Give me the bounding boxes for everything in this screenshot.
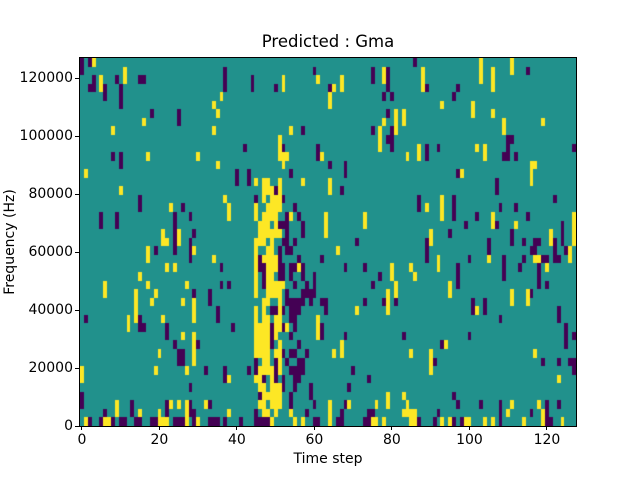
x-tick-label: 80 (383, 432, 401, 448)
x-tick-mark (236, 426, 238, 430)
y-tick-mark (75, 135, 79, 137)
x-tick-mark (391, 426, 393, 430)
y-tick-mark (75, 77, 79, 79)
x-tick-mark (313, 426, 315, 430)
x-tick-label: 20 (150, 432, 169, 448)
plot-area (79, 57, 577, 427)
y-tick-label: 120000 (19, 70, 73, 87)
y-tick-label: 80000 (28, 186, 73, 203)
y-tick-label: 20000 (28, 360, 73, 377)
heatmap-canvas (80, 58, 576, 426)
y-tick-mark (75, 251, 79, 253)
chart-title: Predicted : Gma (261, 32, 395, 51)
y-tick-mark (75, 193, 79, 195)
y-tick-mark (75, 309, 79, 311)
y-tick-label: 60000 (28, 244, 73, 261)
x-tick-label: 60 (305, 432, 324, 448)
y-tick-mark (75, 425, 79, 427)
y-tick-label: 0 (64, 418, 73, 434)
x-axis-label: Time step (293, 451, 363, 467)
x-tick-mark (546, 426, 548, 430)
x-tick-label: 0 (77, 432, 87, 448)
x-tick-mark (468, 426, 470, 430)
y-axis-label: Frequency (Hz) (2, 189, 18, 295)
x-tick-label: 100 (456, 432, 483, 448)
x-tick-label: 120 (533, 432, 561, 448)
y-tick-label: 100000 (19, 128, 73, 145)
x-tick-mark (81, 426, 83, 430)
x-tick-mark (158, 426, 160, 430)
y-tick-label: 40000 (28, 302, 73, 319)
y-tick-mark (75, 367, 79, 369)
x-tick-label: 40 (228, 432, 246, 448)
